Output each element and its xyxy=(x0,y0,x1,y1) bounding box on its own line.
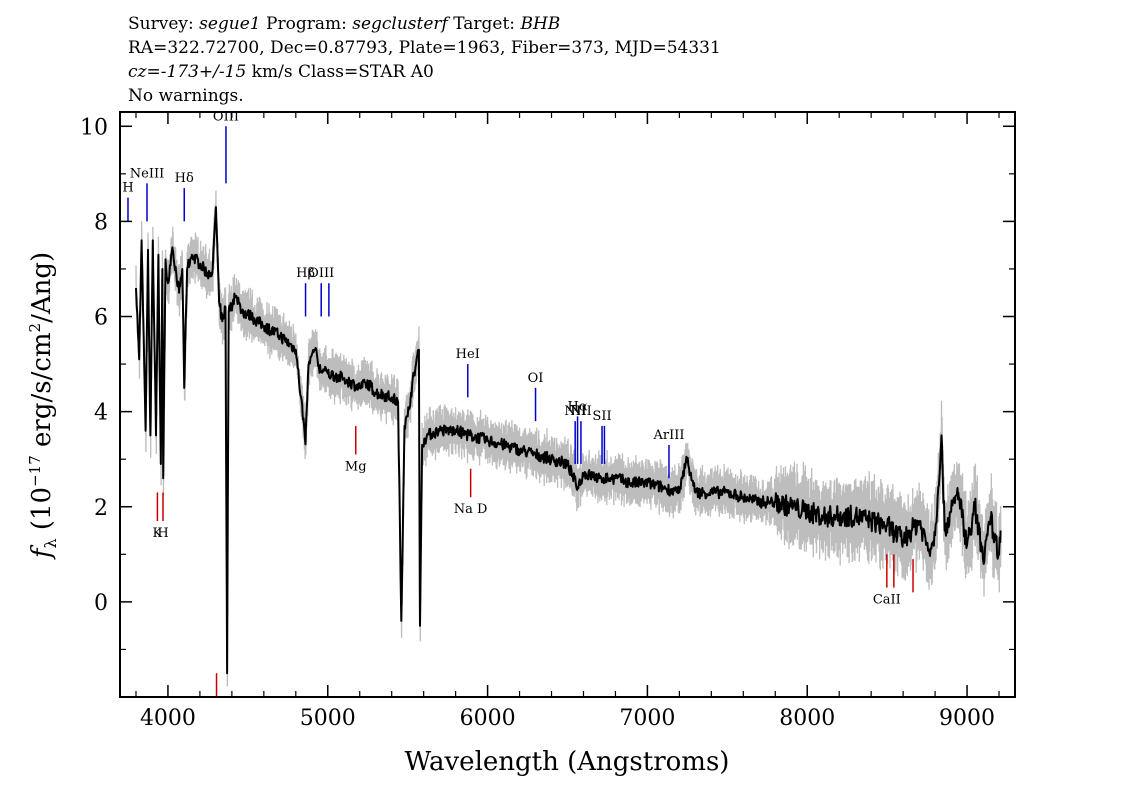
target-value: BHB xyxy=(520,14,561,34)
header-line-2: RA=322.72700, Dec=0.87793, Plate=1963, F… xyxy=(128,38,721,58)
header-line-1: Survey: segue1 Program: segclusterf Targ… xyxy=(128,14,560,34)
line-label-Mg: Mg xyxy=(345,459,367,474)
y-tick-label: 10 xyxy=(80,115,108,140)
x-tick-label: 8000 xyxy=(779,706,835,731)
line-label-Hδ: Hδ xyxy=(175,171,194,186)
noise-layer xyxy=(135,190,1002,687)
line-label-HeI: HeI xyxy=(456,347,480,362)
y-tick-label: 8 xyxy=(94,210,108,235)
line-label-OIII: OIII xyxy=(308,266,334,281)
line-label-CaII: CaII xyxy=(873,593,901,608)
x-tick-label: 6000 xyxy=(460,706,516,731)
y-tick-label: 4 xyxy=(94,401,108,426)
x-tick-label: 5000 xyxy=(300,706,356,731)
x-axis-title: Wavelength (Angstroms) xyxy=(405,747,730,777)
line-label-ArIII: ArIII xyxy=(652,428,684,443)
target-label: Target: xyxy=(453,14,516,34)
survey-label: Survey: xyxy=(128,14,194,34)
program-label: Program: xyxy=(266,14,347,34)
line-label-OIII: OIII xyxy=(213,109,239,124)
redshift-value: cz=-173+/-15 xyxy=(128,62,247,82)
line-label-H: H xyxy=(122,181,133,196)
x-tick-label: 9000 xyxy=(939,706,995,731)
line-label-Na-D: Na D xyxy=(454,502,488,517)
header-line-3: cz=-173+/-15 km/s Class=STAR A0 xyxy=(128,62,434,82)
series-line-flux xyxy=(135,206,1002,675)
spectrum-layer xyxy=(135,206,1002,675)
header-line-4: No warnings. xyxy=(128,86,244,106)
line-label-NeIII: NeIII xyxy=(130,166,164,181)
line-label-H: H xyxy=(157,526,168,541)
class-text: km/s Class=STAR A0 xyxy=(246,62,434,82)
survey-value: segue1 xyxy=(199,14,261,34)
y-tick-label: 6 xyxy=(94,306,108,331)
line-label-Hβ: Hβ xyxy=(296,266,315,281)
line-label-NII: NII xyxy=(564,404,586,419)
line-label-OI: OI xyxy=(528,371,544,386)
line-label-SII: SII xyxy=(592,409,611,424)
line-label-Hα: Hα xyxy=(568,399,588,414)
y-axis-title: fλ (10−17 erg/s/cm2/Ang) xyxy=(26,252,60,560)
x-tick-label: 4000 xyxy=(140,706,196,731)
noise-band xyxy=(135,190,1002,687)
program-value: segclusterf xyxy=(352,14,448,34)
y-tick-label: 0 xyxy=(94,591,108,616)
y-tick-label: 2 xyxy=(94,496,108,521)
line-label-NII: NII xyxy=(570,404,592,419)
x-tick-label: 7000 xyxy=(619,706,675,731)
axis-ticks: 4000 5000 6000 7000 8000 9000 0 2 4 6 8 10 xyxy=(80,112,1015,731)
plot-frame xyxy=(119,111,1016,698)
line-label-K: K xyxy=(153,526,163,541)
